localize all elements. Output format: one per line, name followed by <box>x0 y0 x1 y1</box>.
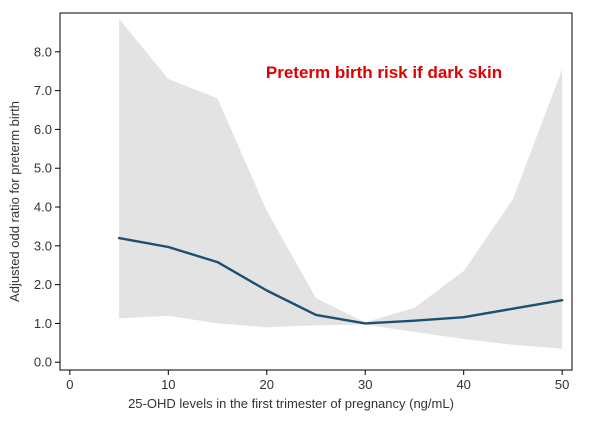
y-tick-label: 4.0 <box>34 200 52 215</box>
x-tick-label: 30 <box>358 377 372 392</box>
x-tick-label: 10 <box>161 377 175 392</box>
y-tick-label: 2.0 <box>34 277 52 292</box>
y-axis-label: Adjusted odd ratio for preterm birth <box>7 101 22 302</box>
labels-layer: 25-OHD levels in the first trimester of … <box>7 63 502 411</box>
series-line-layer <box>117 236 564 325</box>
y-tick-label: 0.0 <box>34 355 52 370</box>
chart-title: Preterm birth risk if dark skin <box>266 63 502 82</box>
y-tick-label: 8.0 <box>34 44 52 59</box>
y-tick-label: 1.0 <box>34 316 52 331</box>
x-tick-label: 20 <box>260 377 274 392</box>
axes-layer: 0.0 1.0 2.0 3.0 4.0 5.0 6.0 7.0 8.0 0 10 20 30 40 50 <box>34 12 573 392</box>
confidence-band-layer <box>119 18 563 349</box>
x-tick-label: 0 <box>66 377 73 392</box>
confidence-band <box>119 18 563 349</box>
plot-frame <box>59 12 573 371</box>
x-tick-label: 40 <box>456 377 470 392</box>
y-tick-label: 7.0 <box>34 83 52 98</box>
x-axis-label: 25-OHD levels in the first trimester of … <box>128 396 454 411</box>
y-tick-label: 3.0 <box>34 238 52 253</box>
x-tick-label: 50 <box>555 377 569 392</box>
y-tick-label: 5.0 <box>34 161 52 176</box>
series-line <box>117 236 564 325</box>
y-tick-label: 6.0 <box>34 122 52 137</box>
